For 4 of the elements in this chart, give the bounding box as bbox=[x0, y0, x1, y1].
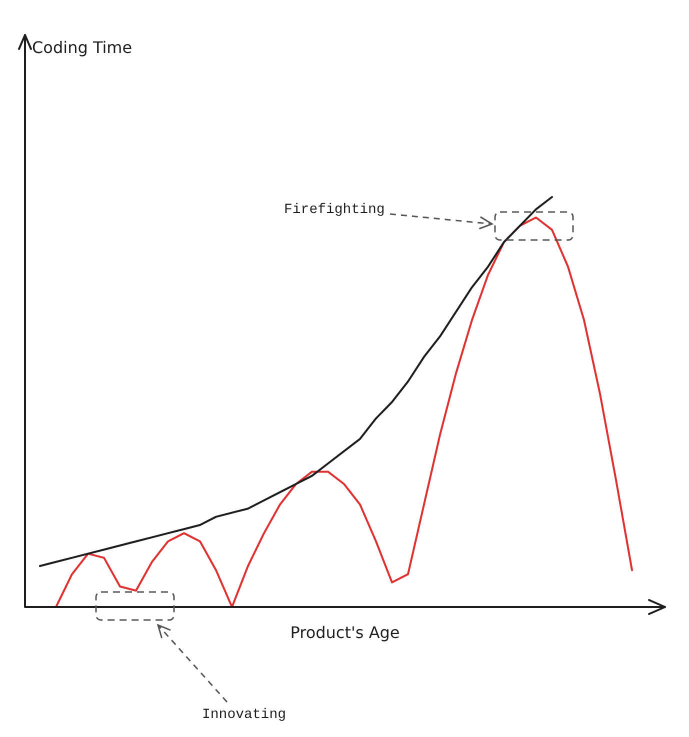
text: Innovating bbox=[202, 707, 286, 723]
annotation: Firefighting bbox=[284, 202, 385, 218]
x-axis-title: Product's Age bbox=[290, 623, 400, 642]
text: Coding Time bbox=[32, 38, 132, 57]
